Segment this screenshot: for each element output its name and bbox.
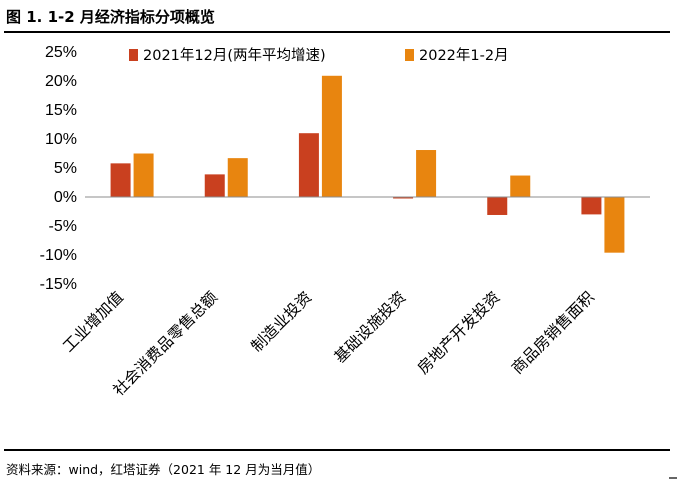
legend: 2021年12月(两年平均增速) 2022年1-2月 — [129, 47, 509, 64]
x-tick-label: 工业增加值 — [59, 288, 127, 356]
x-tick-label: 社会消费品零售总额 — [110, 288, 222, 400]
y-tick-label: 5% — [54, 160, 77, 177]
bars — [110, 75, 625, 253]
y-tick-label: 10% — [45, 131, 77, 148]
source-note: 资料来源：wind，红塔证券（2021 年 12 月为当月值） — [6, 462, 321, 477]
bar-series-1-4 — [393, 197, 414, 199]
y-tick-label: 20% — [45, 73, 77, 90]
y-axis: -15% -10% -5% 0% 5% 10% 15% 20% 25% — [40, 44, 77, 293]
x-tick-label: 商品房销售面积 — [508, 288, 597, 377]
bar-series-2-1 — [133, 153, 154, 197]
bar-series-1-1 — [110, 163, 131, 197]
bar-series-2-6 — [604, 197, 625, 253]
legend-swatch-2 — [405, 49, 414, 61]
x-tick-label: 房地产开发投资 — [414, 288, 503, 377]
bar-series-1-2 — [204, 174, 225, 197]
bar-series-2-2 — [227, 158, 248, 197]
legend-label-1: 2021年12月(两年平均增速) — [143, 47, 326, 64]
bar-series-1-6 — [581, 197, 602, 215]
x-tick-label: 基础设施投资 — [331, 288, 409, 366]
bar-series-1-5 — [487, 197, 508, 215]
bar-series-2-4 — [416, 150, 437, 197]
corner-mark — [669, 477, 677, 479]
y-tick-label: -10% — [40, 247, 77, 264]
y-tick-label: 25% — [45, 44, 77, 61]
y-tick-label: 0% — [54, 189, 77, 206]
figure-title: 图 1. 1-2 月经济指标分项概览 — [6, 8, 215, 26]
y-tick-label: 15% — [45, 102, 77, 119]
top-rule — [4, 31, 670, 33]
y-tick-label: -5% — [49, 218, 77, 235]
bottom-rule — [4, 449, 670, 451]
bar-series-2-5 — [510, 175, 531, 197]
x-tick-label: 制造业投资 — [248, 288, 316, 356]
bar-series-2-3 — [321, 75, 342, 197]
bar-series-1-3 — [298, 133, 319, 197]
legend-swatch-1 — [129, 49, 138, 61]
y-tick-label: -15% — [40, 276, 77, 293]
legend-label-2: 2022年1-2月 — [419, 47, 509, 64]
